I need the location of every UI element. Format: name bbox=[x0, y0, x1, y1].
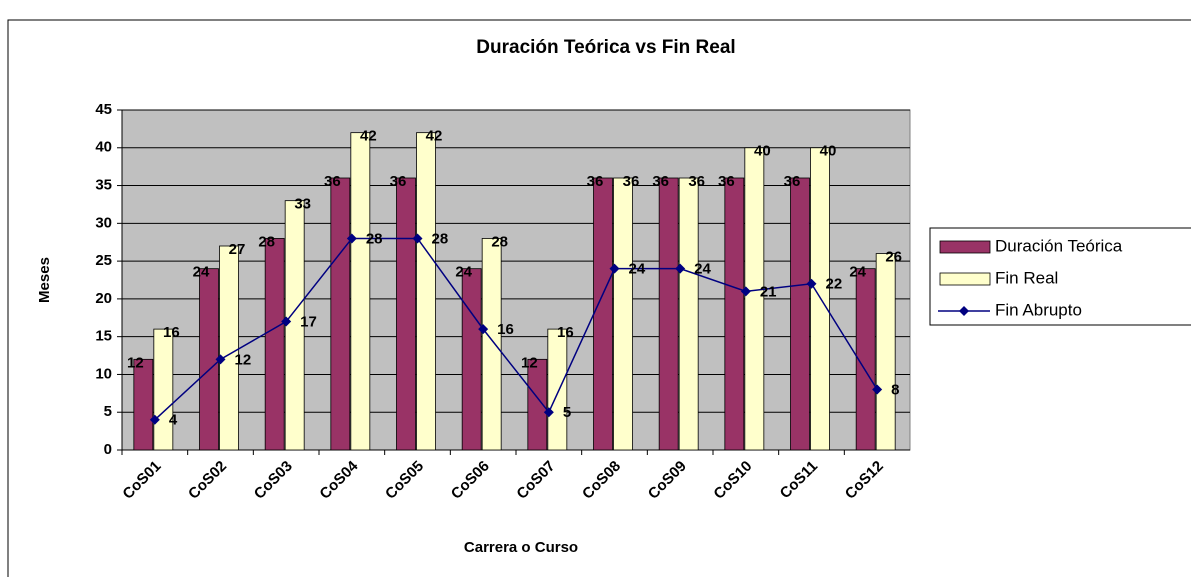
bar bbox=[481, 238, 502, 451]
data-label: 5 bbox=[563, 404, 571, 421]
bar bbox=[855, 268, 876, 451]
data-label: 42 bbox=[360, 128, 377, 145]
bar bbox=[416, 132, 436, 451]
bar bbox=[658, 177, 679, 451]
y-tick-label: 25 bbox=[95, 252, 112, 269]
line-marker bbox=[543, 407, 554, 418]
data-label: 36 bbox=[652, 173, 669, 190]
bar bbox=[153, 328, 174, 451]
line-marker bbox=[215, 354, 226, 365]
plot-area bbox=[121, 109, 911, 451]
data-label: 22 bbox=[826, 276, 843, 293]
y-tick-label: 20 bbox=[95, 290, 112, 307]
data-label: 12 bbox=[521, 354, 538, 371]
data-label: 36 bbox=[623, 173, 640, 190]
data-label: 33 bbox=[294, 196, 311, 213]
line-marker bbox=[806, 278, 817, 289]
y-tick-label: 15 bbox=[95, 328, 112, 345]
line-marker bbox=[609, 263, 620, 274]
bar bbox=[547, 328, 568, 451]
x-axis-title: Carrera o Curso bbox=[464, 539, 578, 556]
y-tick-label: 40 bbox=[95, 139, 112, 156]
data-label: 36 bbox=[587, 173, 604, 190]
data-label: 8 bbox=[891, 382, 899, 399]
bar bbox=[593, 177, 613, 451]
bar bbox=[461, 268, 482, 451]
bar bbox=[678, 177, 699, 451]
bar bbox=[744, 147, 765, 451]
data-label: 42 bbox=[426, 128, 443, 145]
legend-swatch bbox=[939, 272, 991, 286]
bar bbox=[219, 245, 239, 451]
chart-title: Duración Teórica vs Fin Real bbox=[476, 37, 735, 58]
legend-marker bbox=[959, 306, 969, 316]
data-label: 36 bbox=[688, 173, 705, 190]
data-label: 36 bbox=[324, 173, 341, 190]
bar bbox=[264, 238, 285, 451]
line bbox=[154, 237, 878, 421]
data-label: 27 bbox=[229, 241, 246, 258]
line-marker bbox=[346, 233, 357, 244]
data-label: 24 bbox=[629, 261, 646, 278]
bar bbox=[350, 132, 371, 451]
bar bbox=[133, 358, 154, 451]
data-label: 24 bbox=[694, 261, 711, 278]
legend-label: Fin Real bbox=[995, 268, 1058, 287]
y-axis-title: Meses bbox=[36, 257, 53, 303]
line-marker bbox=[740, 286, 751, 297]
line-marker bbox=[872, 384, 883, 395]
legend-label: Fin Abrupto bbox=[995, 300, 1082, 319]
data-label: 16 bbox=[163, 324, 180, 341]
data-label: 28 bbox=[491, 233, 508, 250]
bar bbox=[613, 177, 633, 451]
data-label: 16 bbox=[557, 324, 574, 341]
bar bbox=[724, 177, 745, 451]
line-marker bbox=[281, 316, 292, 327]
y-tick-label: 45 bbox=[95, 101, 112, 118]
bar bbox=[396, 177, 416, 451]
data-label: 36 bbox=[718, 173, 735, 190]
data-label: 24 bbox=[849, 264, 866, 281]
data-label: 24 bbox=[455, 264, 472, 281]
line-marker bbox=[412, 233, 423, 244]
data-label: 40 bbox=[754, 143, 771, 160]
bar bbox=[330, 177, 351, 451]
data-label: 12 bbox=[127, 354, 144, 371]
line-marker bbox=[675, 263, 686, 274]
legend-label: Duración Teórica bbox=[995, 236, 1123, 255]
y-tick-label: 35 bbox=[95, 177, 112, 194]
line-marker bbox=[478, 324, 489, 335]
data-label: 21 bbox=[760, 283, 777, 300]
data-label: 28 bbox=[366, 230, 383, 247]
y-tick-label: 30 bbox=[95, 214, 112, 231]
data-label: 40 bbox=[820, 143, 837, 160]
data-label: 17 bbox=[300, 314, 317, 331]
line-marker bbox=[149, 414, 160, 425]
data-label: 24 bbox=[193, 264, 210, 281]
data-label: 36 bbox=[784, 173, 801, 190]
data-label: 16 bbox=[497, 321, 514, 338]
bar bbox=[527, 358, 548, 451]
data-label: 12 bbox=[235, 351, 252, 368]
data-label: 26 bbox=[885, 249, 902, 266]
y-tick-label: 5 bbox=[104, 403, 112, 420]
y-tick-label: 10 bbox=[95, 365, 112, 382]
data-label: 28 bbox=[432, 230, 449, 247]
bar bbox=[875, 253, 896, 451]
data-label: 36 bbox=[390, 173, 407, 190]
y-tick-label: 0 bbox=[104, 441, 112, 458]
data-label: 4 bbox=[169, 412, 178, 429]
data-label: 28 bbox=[258, 233, 275, 250]
legend-swatch bbox=[939, 240, 991, 254]
bar bbox=[790, 177, 810, 451]
